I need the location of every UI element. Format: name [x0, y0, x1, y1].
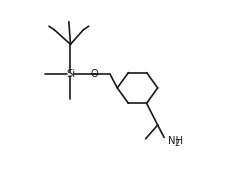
Text: Si: Si	[66, 69, 75, 79]
Text: O: O	[91, 69, 99, 79]
Text: 2: 2	[175, 139, 180, 148]
Text: NH: NH	[168, 136, 183, 146]
